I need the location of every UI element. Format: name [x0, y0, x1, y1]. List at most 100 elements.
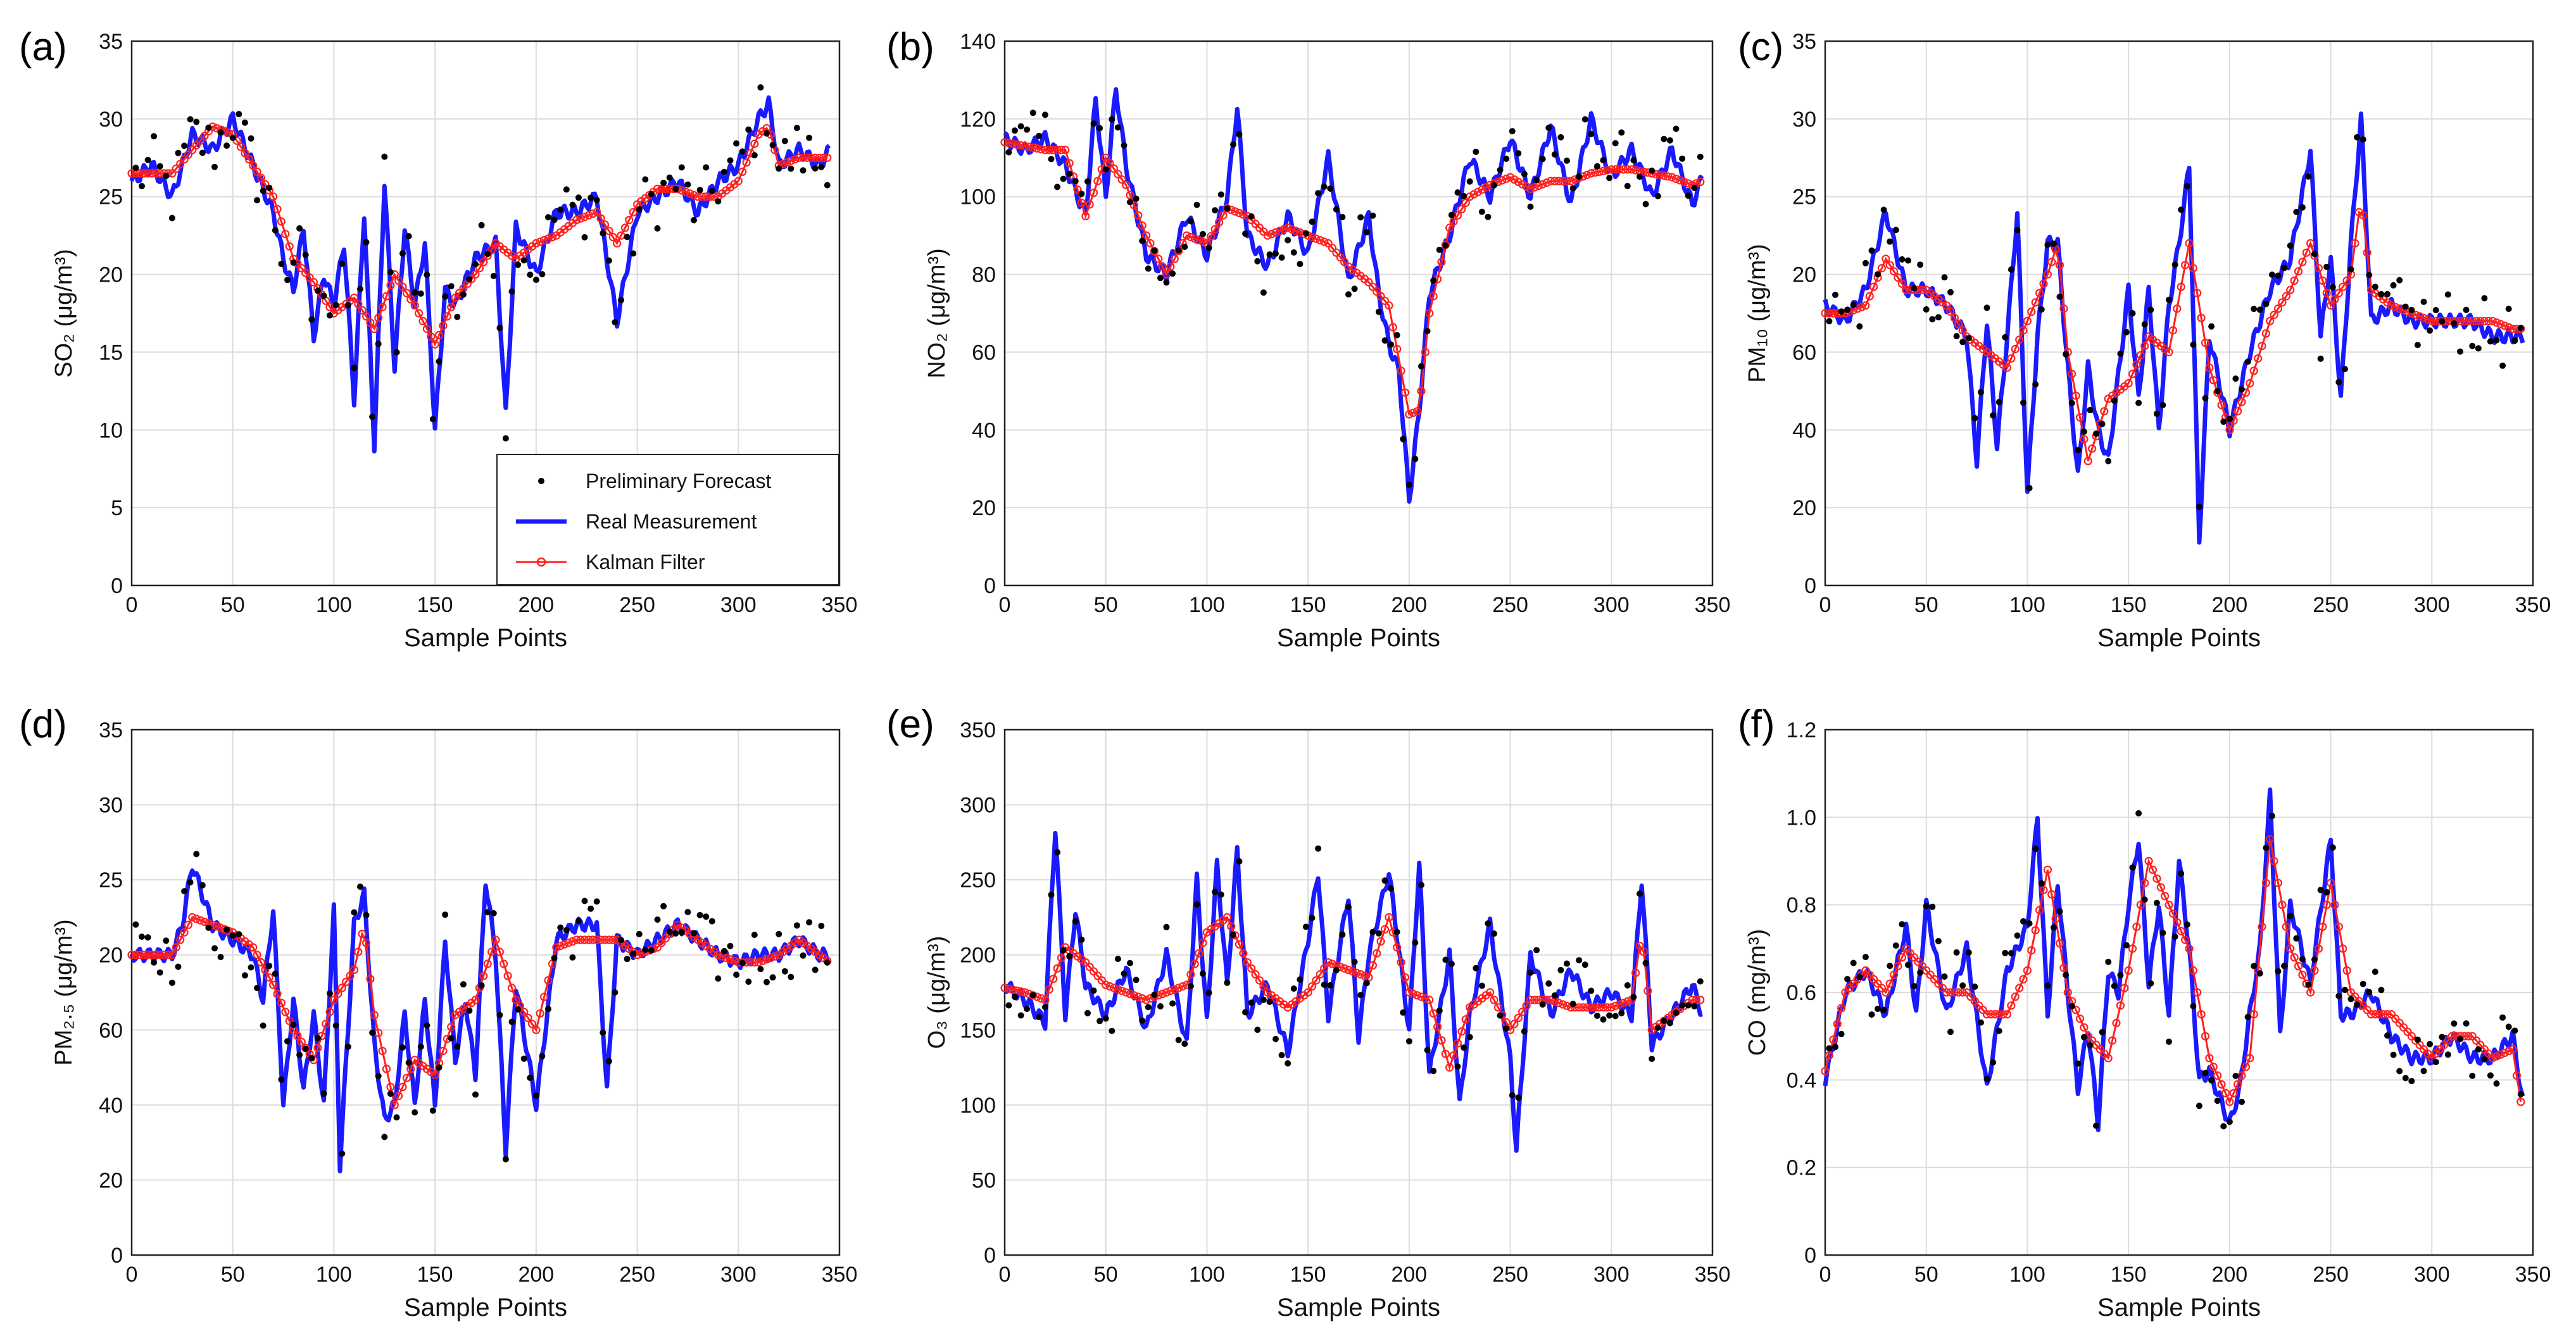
kalman-marker	[823, 153, 832, 162]
y-tick-label: 35	[1792, 30, 1816, 54]
kalman-marker	[2310, 966, 2319, 975]
kalman-marker	[402, 1073, 412, 1082]
kalman-marker	[2205, 1054, 2214, 1063]
kalman-marker	[1000, 138, 1009, 147]
x-tick-label: 350	[822, 593, 858, 617]
forecast-point	[1923, 306, 1930, 313]
forecast-point	[2251, 963, 2258, 970]
forecast-point	[1036, 132, 1043, 139]
forecast-point	[1521, 171, 1528, 178]
forecast-point	[254, 197, 260, 204]
forecast-point	[1375, 308, 1382, 315]
forecast-point	[1109, 1027, 1115, 1034]
kalman-marker	[1134, 992, 1143, 1001]
forecast-point	[2329, 284, 2336, 291]
kalman-marker	[1364, 278, 1373, 287]
forecast-point	[1309, 915, 1316, 922]
forecast-point	[290, 1022, 297, 1028]
forecast-point	[1127, 959, 1133, 966]
x-tick-label: 0	[1819, 593, 1831, 617]
kalman-marker	[2286, 285, 2295, 294]
kalman-marker	[2488, 1054, 2497, 1063]
forecast-point	[1515, 150, 1522, 157]
kalman-marker	[2002, 1009, 2012, 1019]
forecast-point	[757, 966, 764, 973]
forecast-point	[2420, 298, 2427, 305]
forecast-point	[1436, 1007, 1443, 1014]
forecast-point	[1302, 230, 1309, 237]
kalman-marker	[536, 237, 544, 246]
kalman-marker	[2059, 963, 2068, 972]
forecast-point	[1642, 201, 1649, 208]
forecast-point	[1048, 891, 1055, 898]
kalman-marker	[1441, 1049, 1450, 1058]
forecast-point	[429, 416, 436, 423]
y-tick-label: 20	[1792, 263, 1816, 287]
forecast-point	[1850, 301, 1857, 308]
kalman-marker	[2266, 316, 2275, 325]
forecast-point	[2220, 1123, 2227, 1130]
kalman-marker	[815, 153, 824, 162]
kalman-marker	[2411, 310, 2420, 320]
kalman-marker	[2193, 289, 2202, 297]
forecast-point	[1297, 976, 1304, 983]
kalman-marker	[1894, 961, 1902, 971]
kalman-marker	[2318, 922, 2327, 931]
forecast-point	[1448, 960, 1455, 967]
kalman-marker	[196, 136, 205, 145]
kalman-marker	[277, 217, 286, 226]
kalman-marker	[1222, 204, 1232, 213]
forecast-point	[2444, 1051, 2451, 1058]
kalman-marker	[803, 153, 812, 162]
forecast-point	[600, 230, 606, 237]
forecast-point	[1139, 1017, 1146, 1024]
forecast-point	[1024, 126, 1031, 133]
legend-forecast-label: Preliminary Forecast	[586, 470, 772, 492]
x-tick-label: 250	[619, 593, 655, 617]
forecast-point	[2481, 1056, 2488, 1063]
kalman-marker	[2508, 1045, 2517, 1054]
kalman-marker	[200, 917, 209, 927]
forecast-point	[1254, 1027, 1261, 1034]
forecast-point	[2427, 1040, 2434, 1047]
forecast-point	[1545, 124, 1552, 131]
forecast-point	[1959, 339, 1966, 346]
kalman-marker	[2504, 1047, 2513, 1056]
x-tick-label: 50	[1094, 593, 1118, 617]
kalman-marker	[1954, 320, 1963, 328]
forecast-point	[2135, 399, 2142, 406]
forecast-point	[672, 930, 679, 937]
kalman-marker	[1656, 170, 1664, 179]
forecast-point	[1917, 261, 1924, 268]
forecast-point	[1959, 982, 1966, 989]
forecast-point	[818, 163, 825, 170]
kalman-marker	[406, 295, 415, 304]
forecast-point	[320, 292, 327, 299]
forecast-point	[1260, 289, 1267, 296]
kalman-marker	[244, 155, 253, 164]
forecast-point	[660, 903, 667, 909]
forecast-point	[593, 197, 600, 203]
forecast-point	[587, 905, 594, 912]
forecast-point	[720, 168, 727, 175]
plot-frame	[1824, 728, 2534, 1256]
kalman-marker	[309, 278, 318, 287]
forecast-point	[1302, 923, 1309, 930]
x-tick-label: 250	[2313, 1263, 2349, 1287]
forecast-point	[654, 225, 661, 232]
kalman-marker	[285, 242, 294, 251]
forecast-point	[1078, 191, 1085, 197]
kalman-marker	[1219, 211, 1228, 220]
kalman-marker	[798, 153, 808, 162]
forecast-point	[781, 137, 788, 144]
forecast-point	[448, 283, 455, 290]
kalman-marker	[1692, 996, 1700, 1004]
kalman-marker	[1546, 177, 1555, 185]
forecast-point	[1941, 274, 1948, 281]
forecast-point	[2147, 306, 2154, 313]
kalman-marker	[135, 951, 144, 959]
forecast-point	[1187, 983, 1194, 990]
forecast-point	[1200, 970, 1206, 977]
forecast-point	[1454, 189, 1461, 196]
kalman-marker	[1141, 231, 1151, 240]
